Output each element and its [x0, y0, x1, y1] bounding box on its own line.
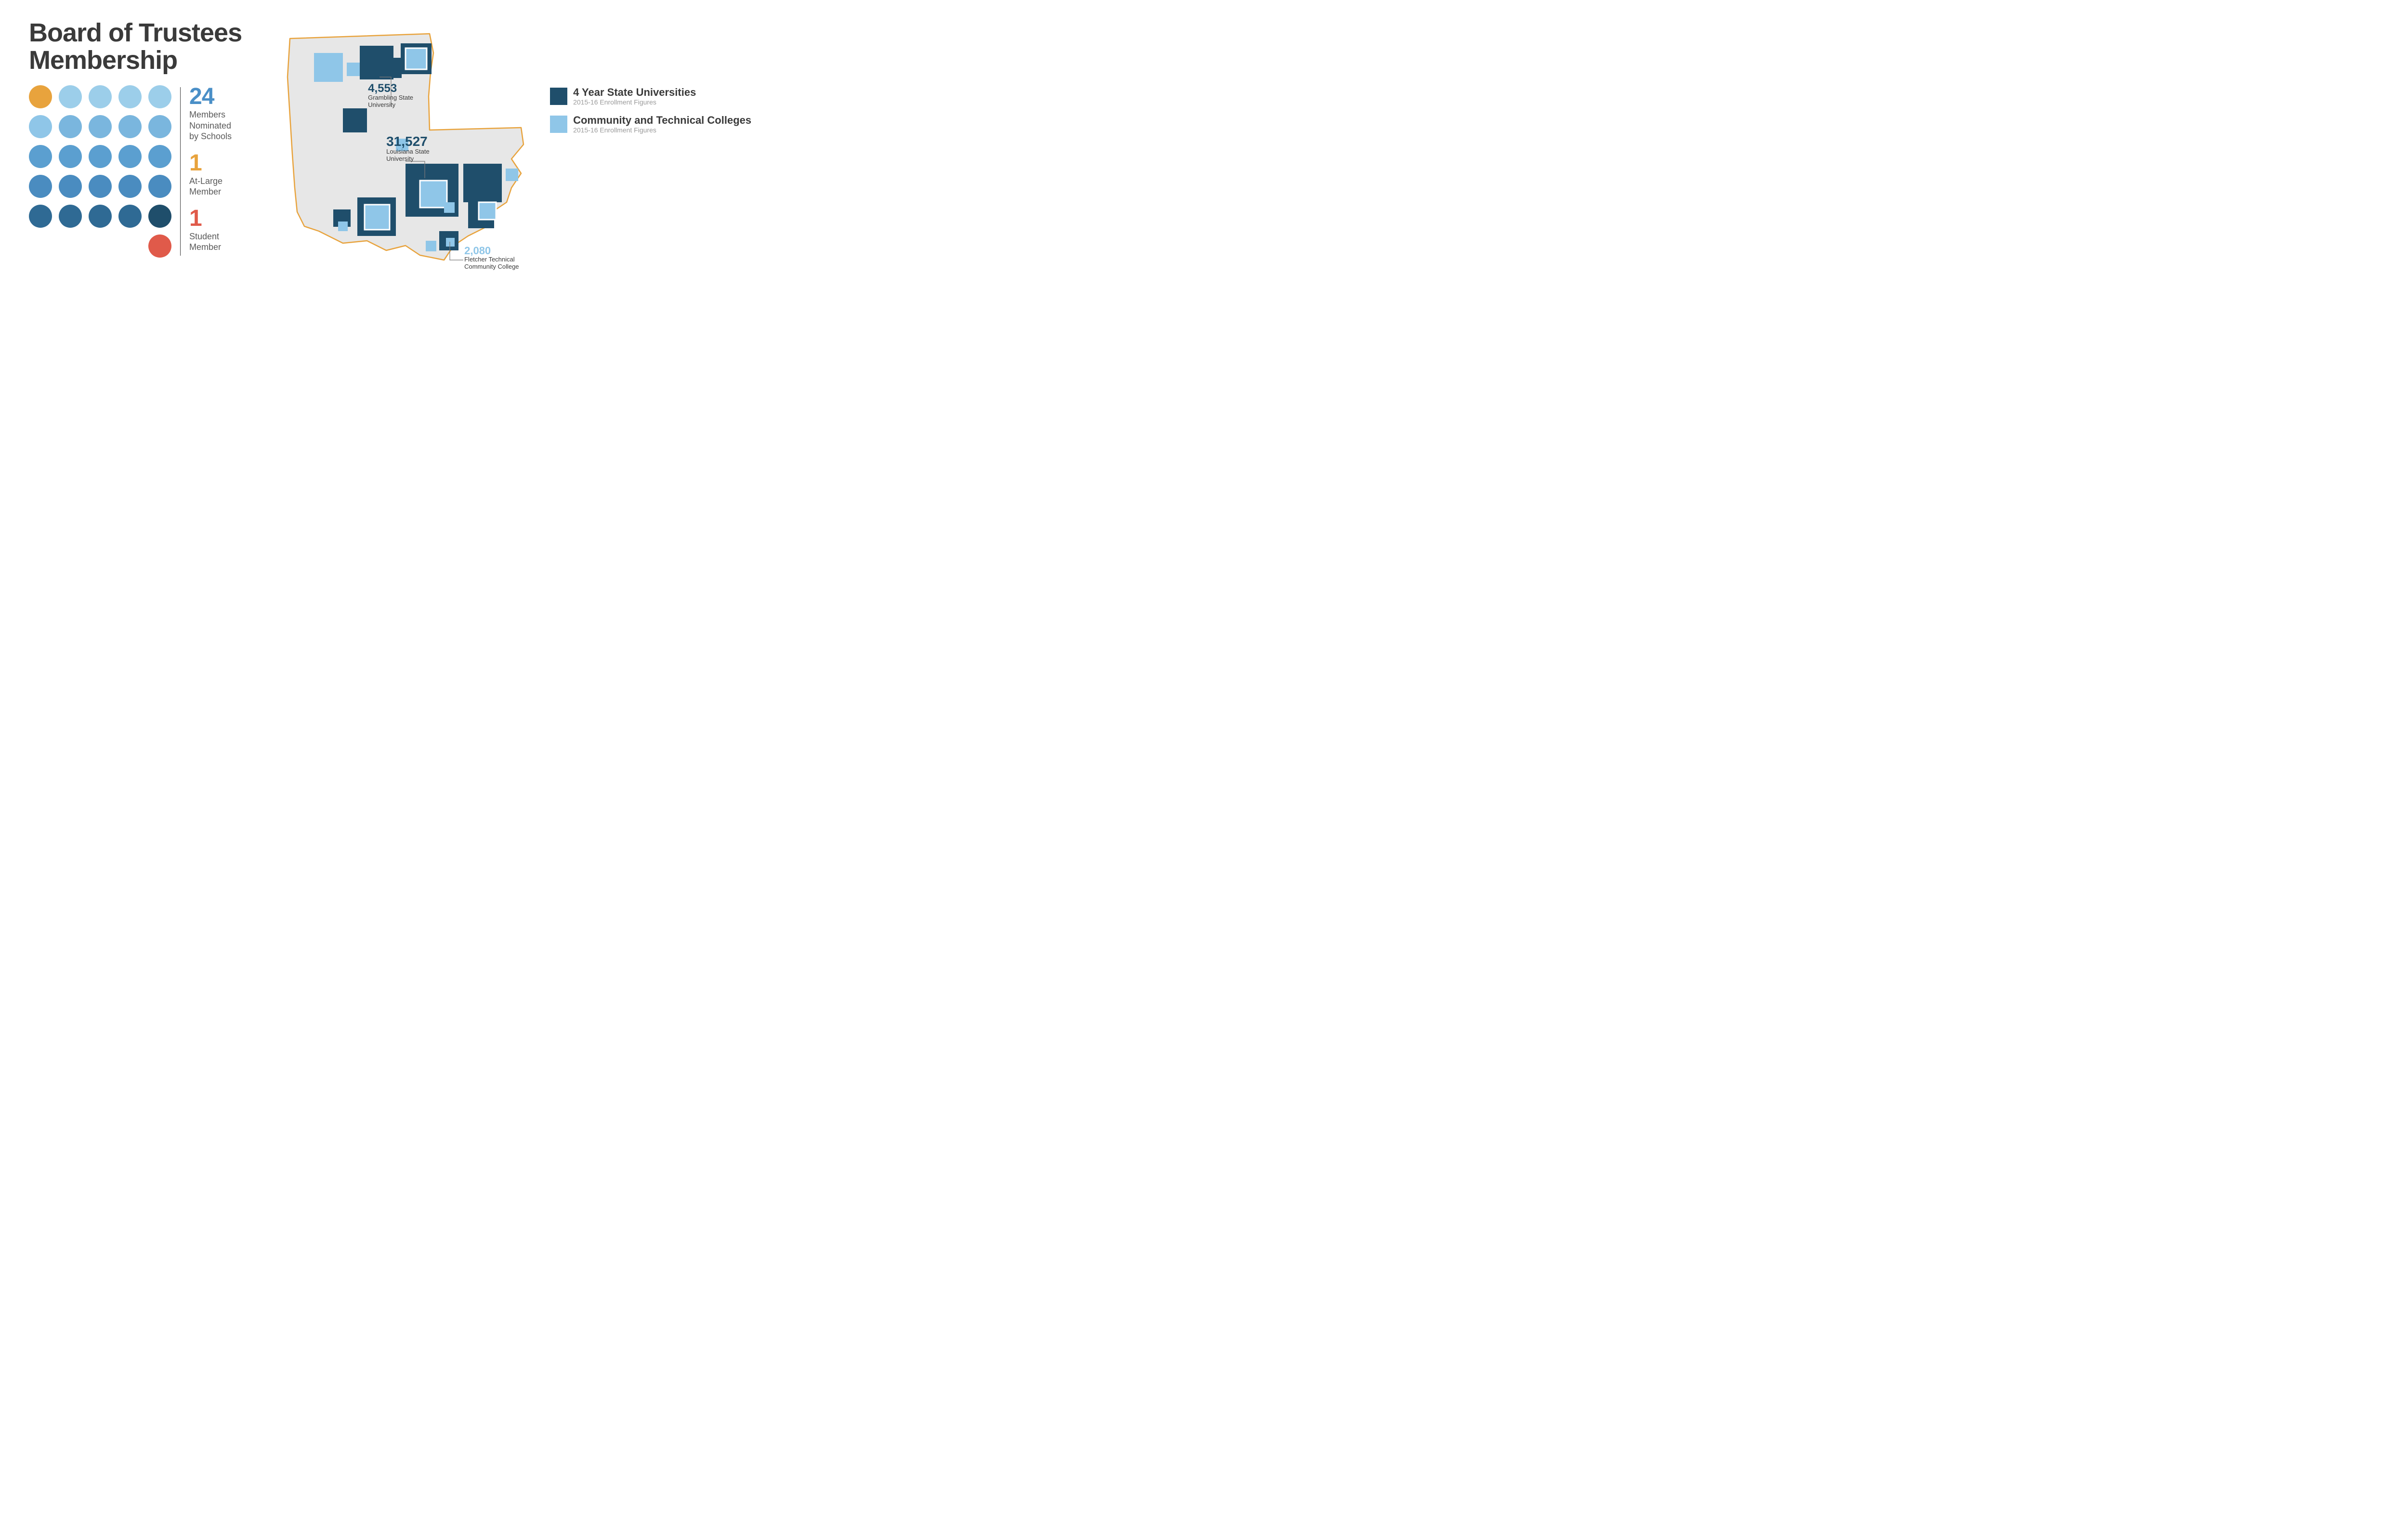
stats-column: 24Members Nominated by Schools1At-Large …: [189, 85, 232, 257]
louisiana-map: [261, 19, 531, 279]
legend-subtitle: 2015-16 Enrollment Figures: [573, 126, 751, 134]
stat-label: Student Member: [189, 231, 232, 253]
community-college-marker: [420, 181, 447, 208]
member-dot: [118, 205, 142, 228]
member-dot: [59, 115, 82, 138]
community-college-marker: [314, 53, 343, 82]
member-dot-grid: [29, 85, 171, 258]
community-college-marker: [338, 221, 348, 231]
member-dot: [148, 234, 171, 258]
community-college-marker: [446, 238, 455, 247]
legend-subtitle: 2015-16 Enrollment Figures: [573, 98, 696, 106]
stat-number: 1: [189, 207, 232, 230]
stat-number: 24: [189, 85, 232, 108]
stat-block: 1At-Large Member: [189, 152, 232, 201]
community-college-marker: [506, 169, 518, 181]
stat-block: 1Student Member: [189, 207, 232, 257]
community-college-marker: [347, 63, 360, 76]
community-college-marker: [406, 48, 427, 69]
membership-row: 24Members Nominated by Schools1At-Large …: [29, 85, 242, 258]
map-region: 4,553Grambling State University31,527Lou…: [261, 19, 531, 282]
member-dot: [59, 205, 82, 228]
legend-item: Community and Technical Colleges2015-16 …: [550, 115, 751, 134]
member-dot: [29, 85, 52, 108]
member-dot: [59, 85, 82, 108]
member-dot: [148, 115, 171, 138]
member-dot: [59, 145, 82, 168]
member-dot: [118, 115, 142, 138]
member-dot: [89, 115, 112, 138]
community-college-marker: [444, 202, 455, 213]
member-dot: [89, 205, 112, 228]
university-marker: [381, 58, 402, 78]
community-college-marker: [479, 202, 496, 220]
member-dot: [59, 175, 82, 198]
infographic-container: Board of Trustees Membership 24Members N…: [29, 19, 751, 282]
university-marker: [343, 108, 367, 132]
member-dot: [118, 85, 142, 108]
community-college-marker: [365, 205, 390, 230]
member-dot: [89, 175, 112, 198]
member-dot: [118, 175, 142, 198]
member-dot: [148, 175, 171, 198]
community-college-marker: [426, 241, 436, 251]
member-dot: [89, 85, 112, 108]
legend-item: 4 Year State Universities2015-16 Enrollm…: [550, 87, 751, 106]
stat-number: 1: [189, 152, 232, 175]
stat-block: 24Members Nominated by Schools: [189, 85, 232, 146]
legend-swatch: [550, 116, 567, 133]
legend-column: 4 Year State Universities2015-16 Enrollm…: [550, 19, 751, 143]
university-marker: [463, 164, 502, 202]
member-dot: [89, 145, 112, 168]
legend-title: 4 Year State Universities: [573, 87, 696, 98]
legend-title: Community and Technical Colleges: [573, 115, 751, 126]
main-title: Board of Trustees Membership: [29, 19, 242, 74]
member-dot: [148, 85, 171, 108]
vertical-divider: [180, 87, 181, 256]
legend-swatch: [550, 88, 567, 105]
member-dot: [148, 145, 171, 168]
community-college-marker: [396, 139, 408, 151]
member-dot: [29, 115, 52, 138]
stat-label: At-Large Member: [189, 176, 232, 197]
member-dot: [148, 205, 171, 228]
stat-label: Members Nominated by Schools: [189, 109, 232, 142]
member-dot: [29, 145, 52, 168]
member-dot: [29, 205, 52, 228]
member-dot: [29, 175, 52, 198]
left-column: Board of Trustees Membership 24Members N…: [29, 19, 242, 258]
member-dot: [118, 145, 142, 168]
